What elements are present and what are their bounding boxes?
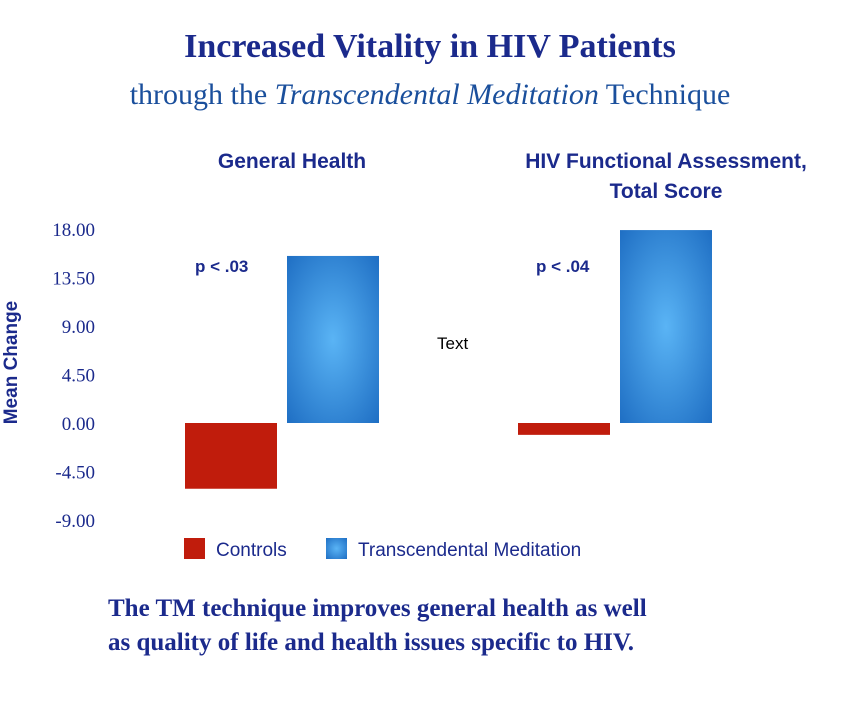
panel-1: General Health p < .03 — [185, 150, 379, 489]
chart-subtitle: through the Transcendental Meditation Te… — [0, 78, 860, 112]
y-tick-label: 0.00 — [62, 414, 95, 435]
subtitle-suffix: Technique — [598, 78, 731, 111]
caption-line-2: as quality of life and health issues spe… — [108, 629, 634, 656]
chart-title: Increased Vitality in HIV Patients — [184, 28, 676, 65]
bar-controls — [185, 423, 277, 489]
y-tick-label: 13.50 — [52, 269, 95, 290]
legend-label-controls: Controls — [216, 540, 287, 561]
caption-line-1: The TM technique improves general health… — [108, 595, 647, 622]
y-tick-label: 4.50 — [62, 366, 95, 387]
panel-2: HIV Functional Assessment, Total Score p <… — [518, 150, 807, 435]
caption: The TM technique improves general health… — [108, 592, 808, 660]
panel-title-line: HIV Functional Assessment, — [525, 150, 807, 173]
y-tick-label: -9.00 — [55, 511, 95, 532]
chart-panels: General Health p < .03 HIV Functional Asse… — [185, 150, 807, 489]
panel-title-line: Total Score — [610, 180, 723, 203]
bar-tm — [287, 255, 379, 423]
legend-swatch-tm — [326, 538, 347, 559]
bar-tm — [620, 230, 712, 423]
y-tick-label: 9.00 — [62, 317, 95, 338]
y-axis-label: Mean Change — [1, 301, 22, 425]
y-axis: 18.00 13.50 9.00 4.50 0.00 -4.50 -9.00 Mean Cha… — [1, 220, 95, 532]
p-value-annotation: p < .04 — [536, 257, 590, 276]
y-tick-label: -4.50 — [55, 463, 95, 484]
placeholder-text: Text — [437, 334, 468, 353]
subtitle-italic: Transcendental Meditation — [274, 78, 599, 111]
legend-label-tm: Transcendental Meditation — [358, 540, 581, 561]
legend-swatch-controls — [184, 538, 205, 559]
y-tick-label: 18.00 — [52, 220, 95, 241]
subtitle-prefix: through the — [129, 78, 275, 111]
p-value-annotation: p < .03 — [195, 257, 248, 276]
bar-controls — [518, 423, 610, 435]
legend: Controls Transcendental Meditation — [184, 538, 581, 561]
panel-title-line: General Health — [218, 150, 366, 173]
